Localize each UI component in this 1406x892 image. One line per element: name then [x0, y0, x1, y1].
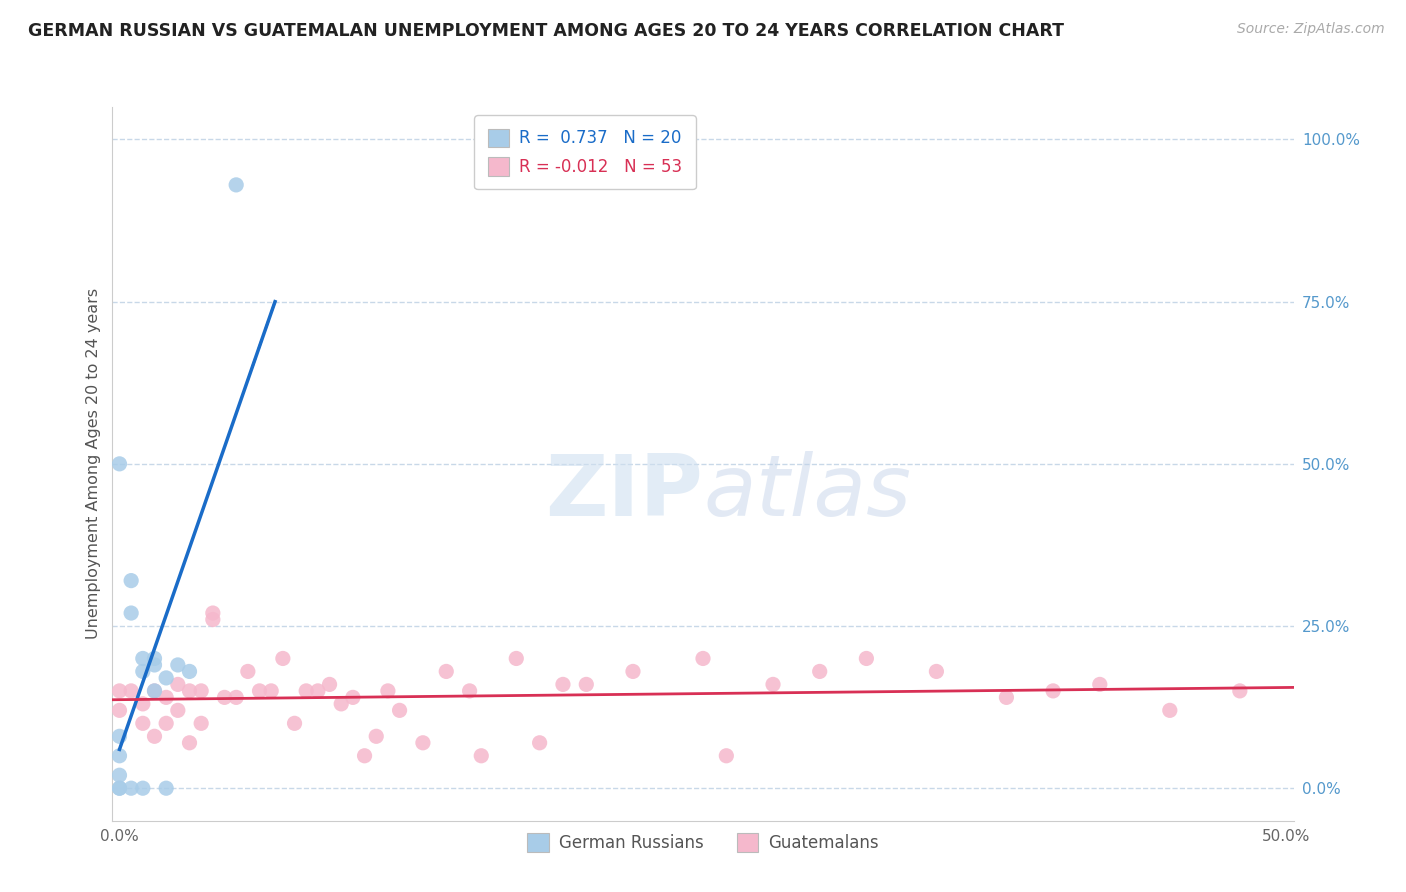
Point — [283, 716, 305, 731]
Point — [155, 781, 177, 796]
Y-axis label: Unemployment Among Ages 20 to 24 years: Unemployment Among Ages 20 to 24 years — [86, 288, 101, 640]
Point — [108, 457, 131, 471]
Point — [925, 665, 948, 679]
Point — [143, 651, 166, 665]
Point — [120, 684, 142, 698]
Text: ZIP: ZIP — [546, 450, 703, 534]
Point — [120, 781, 142, 796]
Point — [236, 665, 259, 679]
Point — [366, 729, 388, 743]
Point — [470, 748, 492, 763]
Point — [108, 703, 131, 717]
Point — [1159, 703, 1181, 717]
Point — [120, 574, 142, 588]
Point — [271, 651, 294, 665]
Point — [225, 690, 247, 705]
Point — [505, 651, 527, 665]
Point — [108, 684, 131, 698]
Point — [143, 729, 166, 743]
Point — [108, 781, 131, 796]
Point — [388, 703, 411, 717]
Text: atlas: atlas — [703, 450, 911, 534]
Point — [108, 781, 131, 796]
Point — [143, 684, 166, 698]
Point — [132, 697, 155, 711]
Point — [307, 684, 329, 698]
Point — [179, 736, 201, 750]
Point — [155, 671, 177, 685]
Point — [132, 665, 155, 679]
Point — [143, 684, 166, 698]
Point — [201, 613, 224, 627]
Legend: German Russians, Guatemalans: German Russians, Guatemalans — [520, 827, 886, 859]
Point — [434, 665, 457, 679]
Point — [143, 657, 166, 672]
Point — [575, 677, 598, 691]
Point — [190, 684, 212, 698]
Point — [716, 748, 738, 763]
Point — [342, 690, 364, 705]
Point — [377, 684, 399, 698]
Point — [318, 677, 340, 691]
Point — [995, 690, 1018, 705]
Point — [692, 651, 714, 665]
Point — [249, 684, 271, 698]
Point — [179, 684, 201, 698]
Point — [412, 736, 434, 750]
Text: Source: ZipAtlas.com: Source: ZipAtlas.com — [1237, 22, 1385, 37]
Point — [179, 665, 201, 679]
Point — [155, 716, 177, 731]
Point — [132, 781, 155, 796]
Point — [166, 703, 188, 717]
Point — [551, 677, 574, 691]
Point — [225, 178, 247, 192]
Point — [108, 729, 131, 743]
Point — [201, 606, 224, 620]
Point — [1042, 684, 1064, 698]
Point — [120, 606, 142, 620]
Point — [132, 716, 155, 731]
Point — [108, 748, 131, 763]
Point — [855, 651, 877, 665]
Point — [529, 736, 551, 750]
Point — [1229, 684, 1251, 698]
Point — [762, 677, 785, 691]
Point — [155, 690, 177, 705]
Point — [1088, 677, 1111, 691]
Point — [108, 768, 131, 782]
Text: GERMAN RUSSIAN VS GUATEMALAN UNEMPLOYMENT AMONG AGES 20 TO 24 YEARS CORRELATION : GERMAN RUSSIAN VS GUATEMALAN UNEMPLOYMEN… — [28, 22, 1064, 40]
Point — [214, 690, 236, 705]
Point — [808, 665, 831, 679]
Point — [132, 651, 155, 665]
Point — [260, 684, 283, 698]
Point — [166, 677, 188, 691]
Point — [458, 684, 481, 698]
Point — [330, 697, 353, 711]
Point — [190, 716, 212, 731]
Point — [621, 665, 644, 679]
Point — [353, 748, 375, 763]
Point — [295, 684, 318, 698]
Point — [166, 657, 188, 672]
